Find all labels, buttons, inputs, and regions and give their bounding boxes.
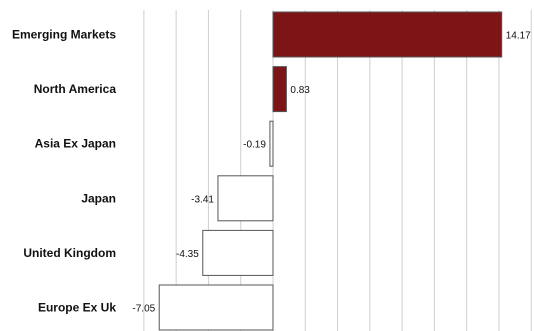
bar-asia-ex-japan: [269, 120, 274, 167]
category-label: Asia Ex Japan: [35, 137, 116, 151]
value-label: -7.05: [132, 304, 155, 315]
category-label: Emerging Markets: [12, 28, 116, 42]
value-label: -4.35: [176, 249, 199, 260]
value-label: -3.41: [191, 194, 214, 205]
category-label: United Kingdom: [23, 246, 116, 260]
gridlines: [143, 10, 532, 331]
bar-north-america: [272, 66, 287, 113]
category-label: Japan: [81, 191, 116, 205]
value-label: 0.83: [290, 85, 310, 96]
bar-united-kingdom: [202, 229, 274, 276]
category-labels: Emerging Markets North America Asia Ex Jap…: [12, 28, 116, 315]
bars: [158, 11, 503, 331]
category-label: North America: [34, 82, 117, 96]
value-labels: 14.17 0.83 -0.19 -3.41 -4.35 -7.05: [132, 31, 531, 315]
value-label: -0.19: [243, 140, 266, 151]
value-label: 14.17: [506, 31, 531, 42]
bar-japan: [217, 175, 274, 222]
bar-emerging-markets: [272, 11, 503, 58]
bar-europe-ex-uk: [158, 284, 274, 331]
category-label: Europe Ex Uk: [38, 301, 116, 315]
